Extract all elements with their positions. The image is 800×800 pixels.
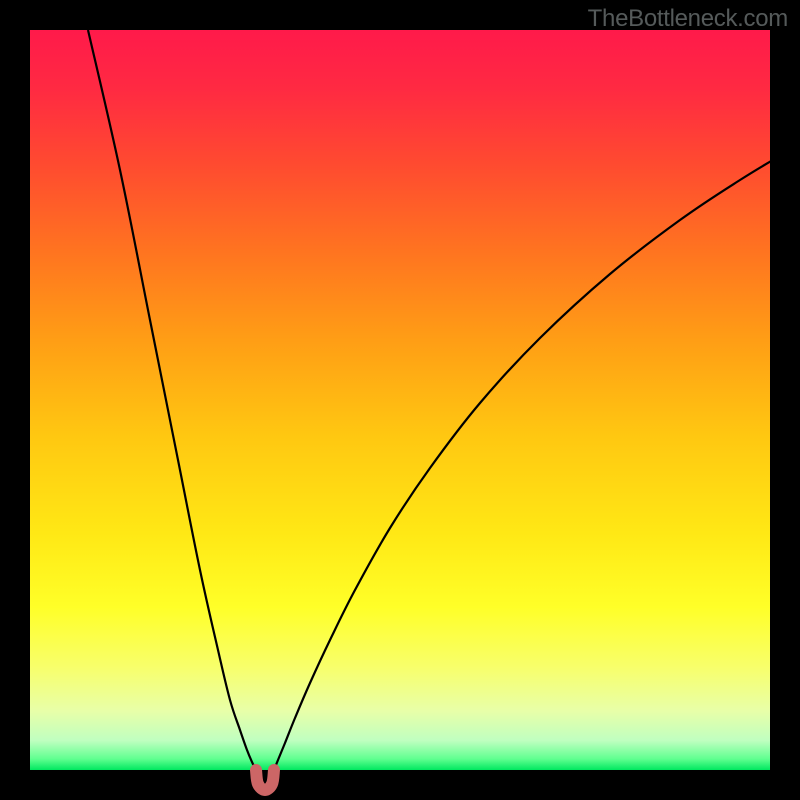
plot-gradient-background [30, 30, 770, 770]
bottleneck-chart [0, 0, 800, 800]
watermark-text: TheBottleneck.com [588, 5, 788, 33]
chart-container: { "watermark": { "text": "TheBottleneck.… [0, 0, 800, 800]
